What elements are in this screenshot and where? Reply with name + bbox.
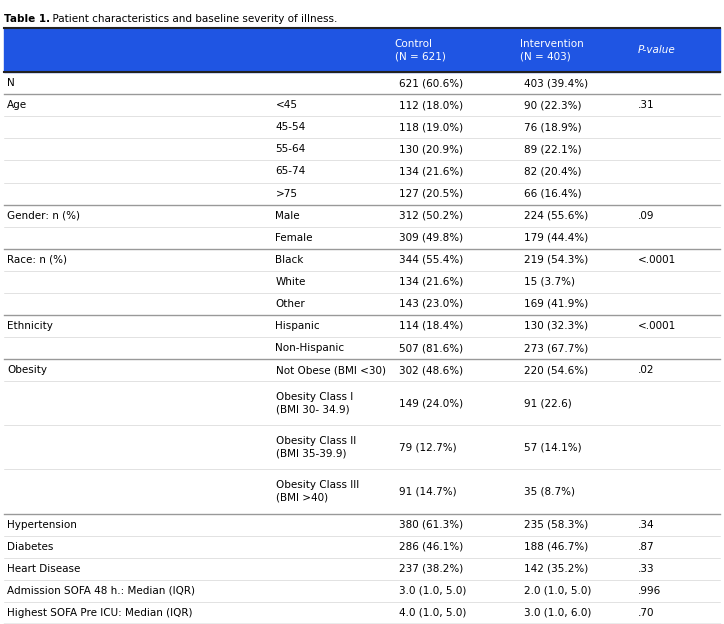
Text: 15 (3.7%): 15 (3.7%) bbox=[524, 277, 575, 287]
Text: 82 (20.4%): 82 (20.4%) bbox=[524, 167, 581, 177]
Text: Gender: n (%): Gender: n (%) bbox=[7, 211, 80, 221]
Text: 237 (38.2%): 237 (38.2%) bbox=[399, 564, 463, 574]
Text: Black: Black bbox=[276, 255, 304, 265]
Text: 403 (39.4%): 403 (39.4%) bbox=[524, 78, 588, 88]
Text: Patient characteristics and baseline severity of illness.: Patient characteristics and baseline sev… bbox=[46, 14, 337, 24]
Text: N: N bbox=[7, 78, 14, 88]
Text: <.0001: <.0001 bbox=[638, 255, 676, 265]
Text: 309 (49.8%): 309 (49.8%) bbox=[399, 233, 463, 243]
Text: 3.0 (1.0, 5.0): 3.0 (1.0, 5.0) bbox=[399, 586, 466, 596]
Text: 76 (18.9%): 76 (18.9%) bbox=[524, 122, 581, 132]
Text: 302 (48.6%): 302 (48.6%) bbox=[399, 365, 463, 375]
Text: Control
(N = 621): Control (N = 621) bbox=[395, 39, 445, 61]
Text: 4.0 (1.0, 5.0): 4.0 (1.0, 5.0) bbox=[399, 608, 466, 618]
Text: Age: Age bbox=[7, 100, 27, 110]
Text: Obesity Class II
(BMI 35-39.9): Obesity Class II (BMI 35-39.9) bbox=[276, 436, 355, 459]
Text: Hispanic: Hispanic bbox=[276, 321, 320, 331]
Text: 118 (19.0%): 118 (19.0%) bbox=[399, 122, 463, 132]
Text: .09: .09 bbox=[638, 211, 654, 221]
Text: 91 (14.7%): 91 (14.7%) bbox=[399, 487, 456, 497]
Bar bbox=[4, 28, 720, 72]
Text: 621 (60.6%): 621 (60.6%) bbox=[399, 78, 463, 88]
Text: 2.0 (1.0, 5.0): 2.0 (1.0, 5.0) bbox=[524, 586, 592, 596]
Text: Hypertension: Hypertension bbox=[7, 520, 77, 530]
Text: 90 (22.3%): 90 (22.3%) bbox=[524, 100, 581, 110]
Text: Other: Other bbox=[276, 299, 306, 309]
Text: 179 (44.4%): 179 (44.4%) bbox=[524, 233, 588, 243]
Text: 79 (12.7%): 79 (12.7%) bbox=[399, 442, 456, 452]
Text: 65-74: 65-74 bbox=[276, 167, 306, 177]
Text: .996: .996 bbox=[638, 586, 661, 596]
Text: <.0001: <.0001 bbox=[638, 321, 676, 331]
Text: Male: Male bbox=[276, 211, 300, 221]
Text: 35 (8.7%): 35 (8.7%) bbox=[524, 487, 575, 497]
Text: .87: .87 bbox=[638, 542, 654, 552]
Text: Female: Female bbox=[276, 233, 313, 243]
Text: Admission SOFA 48 h.: Median (IQR): Admission SOFA 48 h.: Median (IQR) bbox=[7, 586, 195, 596]
Text: Diabetes: Diabetes bbox=[7, 542, 54, 552]
Text: 286 (46.1%): 286 (46.1%) bbox=[399, 542, 463, 552]
Text: 273 (67.7%): 273 (67.7%) bbox=[524, 343, 588, 353]
Text: Highest SOFA Pre ICU: Median (IQR): Highest SOFA Pre ICU: Median (IQR) bbox=[7, 608, 193, 618]
Text: 507 (81.6%): 507 (81.6%) bbox=[399, 343, 463, 353]
Text: 344 (55.4%): 344 (55.4%) bbox=[399, 255, 463, 265]
Text: .31: .31 bbox=[638, 100, 654, 110]
Text: >75: >75 bbox=[276, 188, 298, 198]
Text: 142 (35.2%): 142 (35.2%) bbox=[524, 564, 588, 574]
Text: 149 (24.0%): 149 (24.0%) bbox=[399, 398, 463, 408]
Text: .34: .34 bbox=[638, 520, 654, 530]
Text: <45: <45 bbox=[276, 100, 298, 110]
Text: 134 (21.6%): 134 (21.6%) bbox=[399, 167, 463, 177]
Text: Heart Disease: Heart Disease bbox=[7, 564, 80, 574]
Text: Ethnicity: Ethnicity bbox=[7, 321, 53, 331]
Text: Race: n (%): Race: n (%) bbox=[7, 255, 67, 265]
Text: 3.0 (1.0, 6.0): 3.0 (1.0, 6.0) bbox=[524, 608, 592, 618]
Text: 134 (21.6%): 134 (21.6%) bbox=[399, 277, 463, 287]
Text: .33: .33 bbox=[638, 564, 654, 574]
Text: 169 (41.9%): 169 (41.9%) bbox=[524, 299, 588, 309]
Text: 66 (16.4%): 66 (16.4%) bbox=[524, 188, 581, 198]
Text: 130 (20.9%): 130 (20.9%) bbox=[399, 144, 463, 154]
Text: 380 (61.3%): 380 (61.3%) bbox=[399, 520, 463, 530]
Text: Non-Hispanic: Non-Hispanic bbox=[276, 343, 345, 353]
Text: Obesity Class I
(BMI 30- 34.9): Obesity Class I (BMI 30- 34.9) bbox=[276, 392, 353, 414]
Text: 112 (18.0%): 112 (18.0%) bbox=[399, 100, 463, 110]
Text: 45-54: 45-54 bbox=[276, 122, 306, 132]
Text: Obesity Class III
(BMI >40): Obesity Class III (BMI >40) bbox=[276, 480, 359, 503]
Text: Not Obese (BMI <30): Not Obese (BMI <30) bbox=[276, 365, 385, 375]
Text: 127 (20.5%): 127 (20.5%) bbox=[399, 188, 463, 198]
Text: 224 (55.6%): 224 (55.6%) bbox=[524, 211, 588, 221]
Text: 220 (54.6%): 220 (54.6%) bbox=[524, 365, 588, 375]
Text: P-value: P-value bbox=[638, 45, 675, 55]
Text: White: White bbox=[276, 277, 306, 287]
Text: 219 (54.3%): 219 (54.3%) bbox=[524, 255, 588, 265]
Text: 114 (18.4%): 114 (18.4%) bbox=[399, 321, 463, 331]
Text: 91 (22.6): 91 (22.6) bbox=[524, 398, 572, 408]
Text: 312 (50.2%): 312 (50.2%) bbox=[399, 211, 463, 221]
Text: 143 (23.0%): 143 (23.0%) bbox=[399, 299, 463, 309]
Text: Obesity: Obesity bbox=[7, 365, 47, 375]
Text: .70: .70 bbox=[638, 608, 654, 618]
Text: Intervention
(N = 403): Intervention (N = 403) bbox=[520, 39, 584, 61]
Text: .02: .02 bbox=[638, 365, 654, 375]
Text: 188 (46.7%): 188 (46.7%) bbox=[524, 542, 588, 552]
Text: 130 (32.3%): 130 (32.3%) bbox=[524, 321, 588, 331]
Text: 55-64: 55-64 bbox=[276, 144, 306, 154]
Text: Table 1.: Table 1. bbox=[4, 14, 50, 24]
Text: 235 (58.3%): 235 (58.3%) bbox=[524, 520, 588, 530]
Text: 89 (22.1%): 89 (22.1%) bbox=[524, 144, 581, 154]
Text: 57 (14.1%): 57 (14.1%) bbox=[524, 442, 581, 452]
